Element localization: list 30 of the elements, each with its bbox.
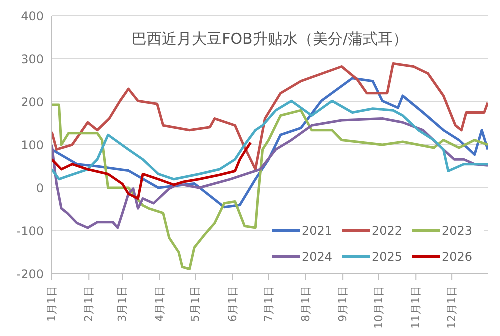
text: 巴西近月大豆FOB升贴水（美分/蒲式耳）	[131, 30, 409, 49]
x-tick-label: 12月1日	[446, 286, 459, 329]
y-tick-label: 300	[21, 52, 44, 66]
x-tick-label: 6月1日	[226, 286, 240, 322]
y-tick-label: -200	[16, 267, 44, 282]
line-series	[52, 100, 488, 181]
y-tick-label: 100	[21, 138, 44, 152]
legend-label: 2024	[302, 250, 333, 264]
y-tick-label: -100	[16, 224, 44, 238]
x-tick-label: 4月1日	[153, 286, 166, 322]
x-tick-label: 10月1日	[372, 286, 386, 329]
x-tick-label: 8月1日	[299, 286, 312, 322]
line-series	[52, 104, 488, 271]
legend-label: 2022	[372, 224, 403, 238]
x-tick-label: 2月1日	[82, 286, 96, 322]
y-tick-label: 400	[21, 9, 44, 24]
line-series	[52, 62, 488, 171]
x-tick-label: 5月1日	[189, 286, 202, 322]
legend-label: 2026	[442, 250, 473, 264]
legend-label: 2025	[372, 250, 403, 264]
x-tick-label: 7月1日	[262, 286, 276, 322]
legend-label: 2021	[302, 224, 333, 238]
line-series	[52, 142, 252, 200]
y-tick-label: 200	[21, 95, 44, 110]
x-tick-label: 11月1日	[410, 286, 423, 329]
y-tick-label: 0	[36, 181, 44, 196]
x-tick-label: 9月1日	[336, 286, 350, 322]
legend-label: 2023	[442, 224, 473, 238]
x-tick-label: 1月1日	[46, 286, 58, 322]
x-tick-label: 3月1日	[116, 286, 130, 322]
